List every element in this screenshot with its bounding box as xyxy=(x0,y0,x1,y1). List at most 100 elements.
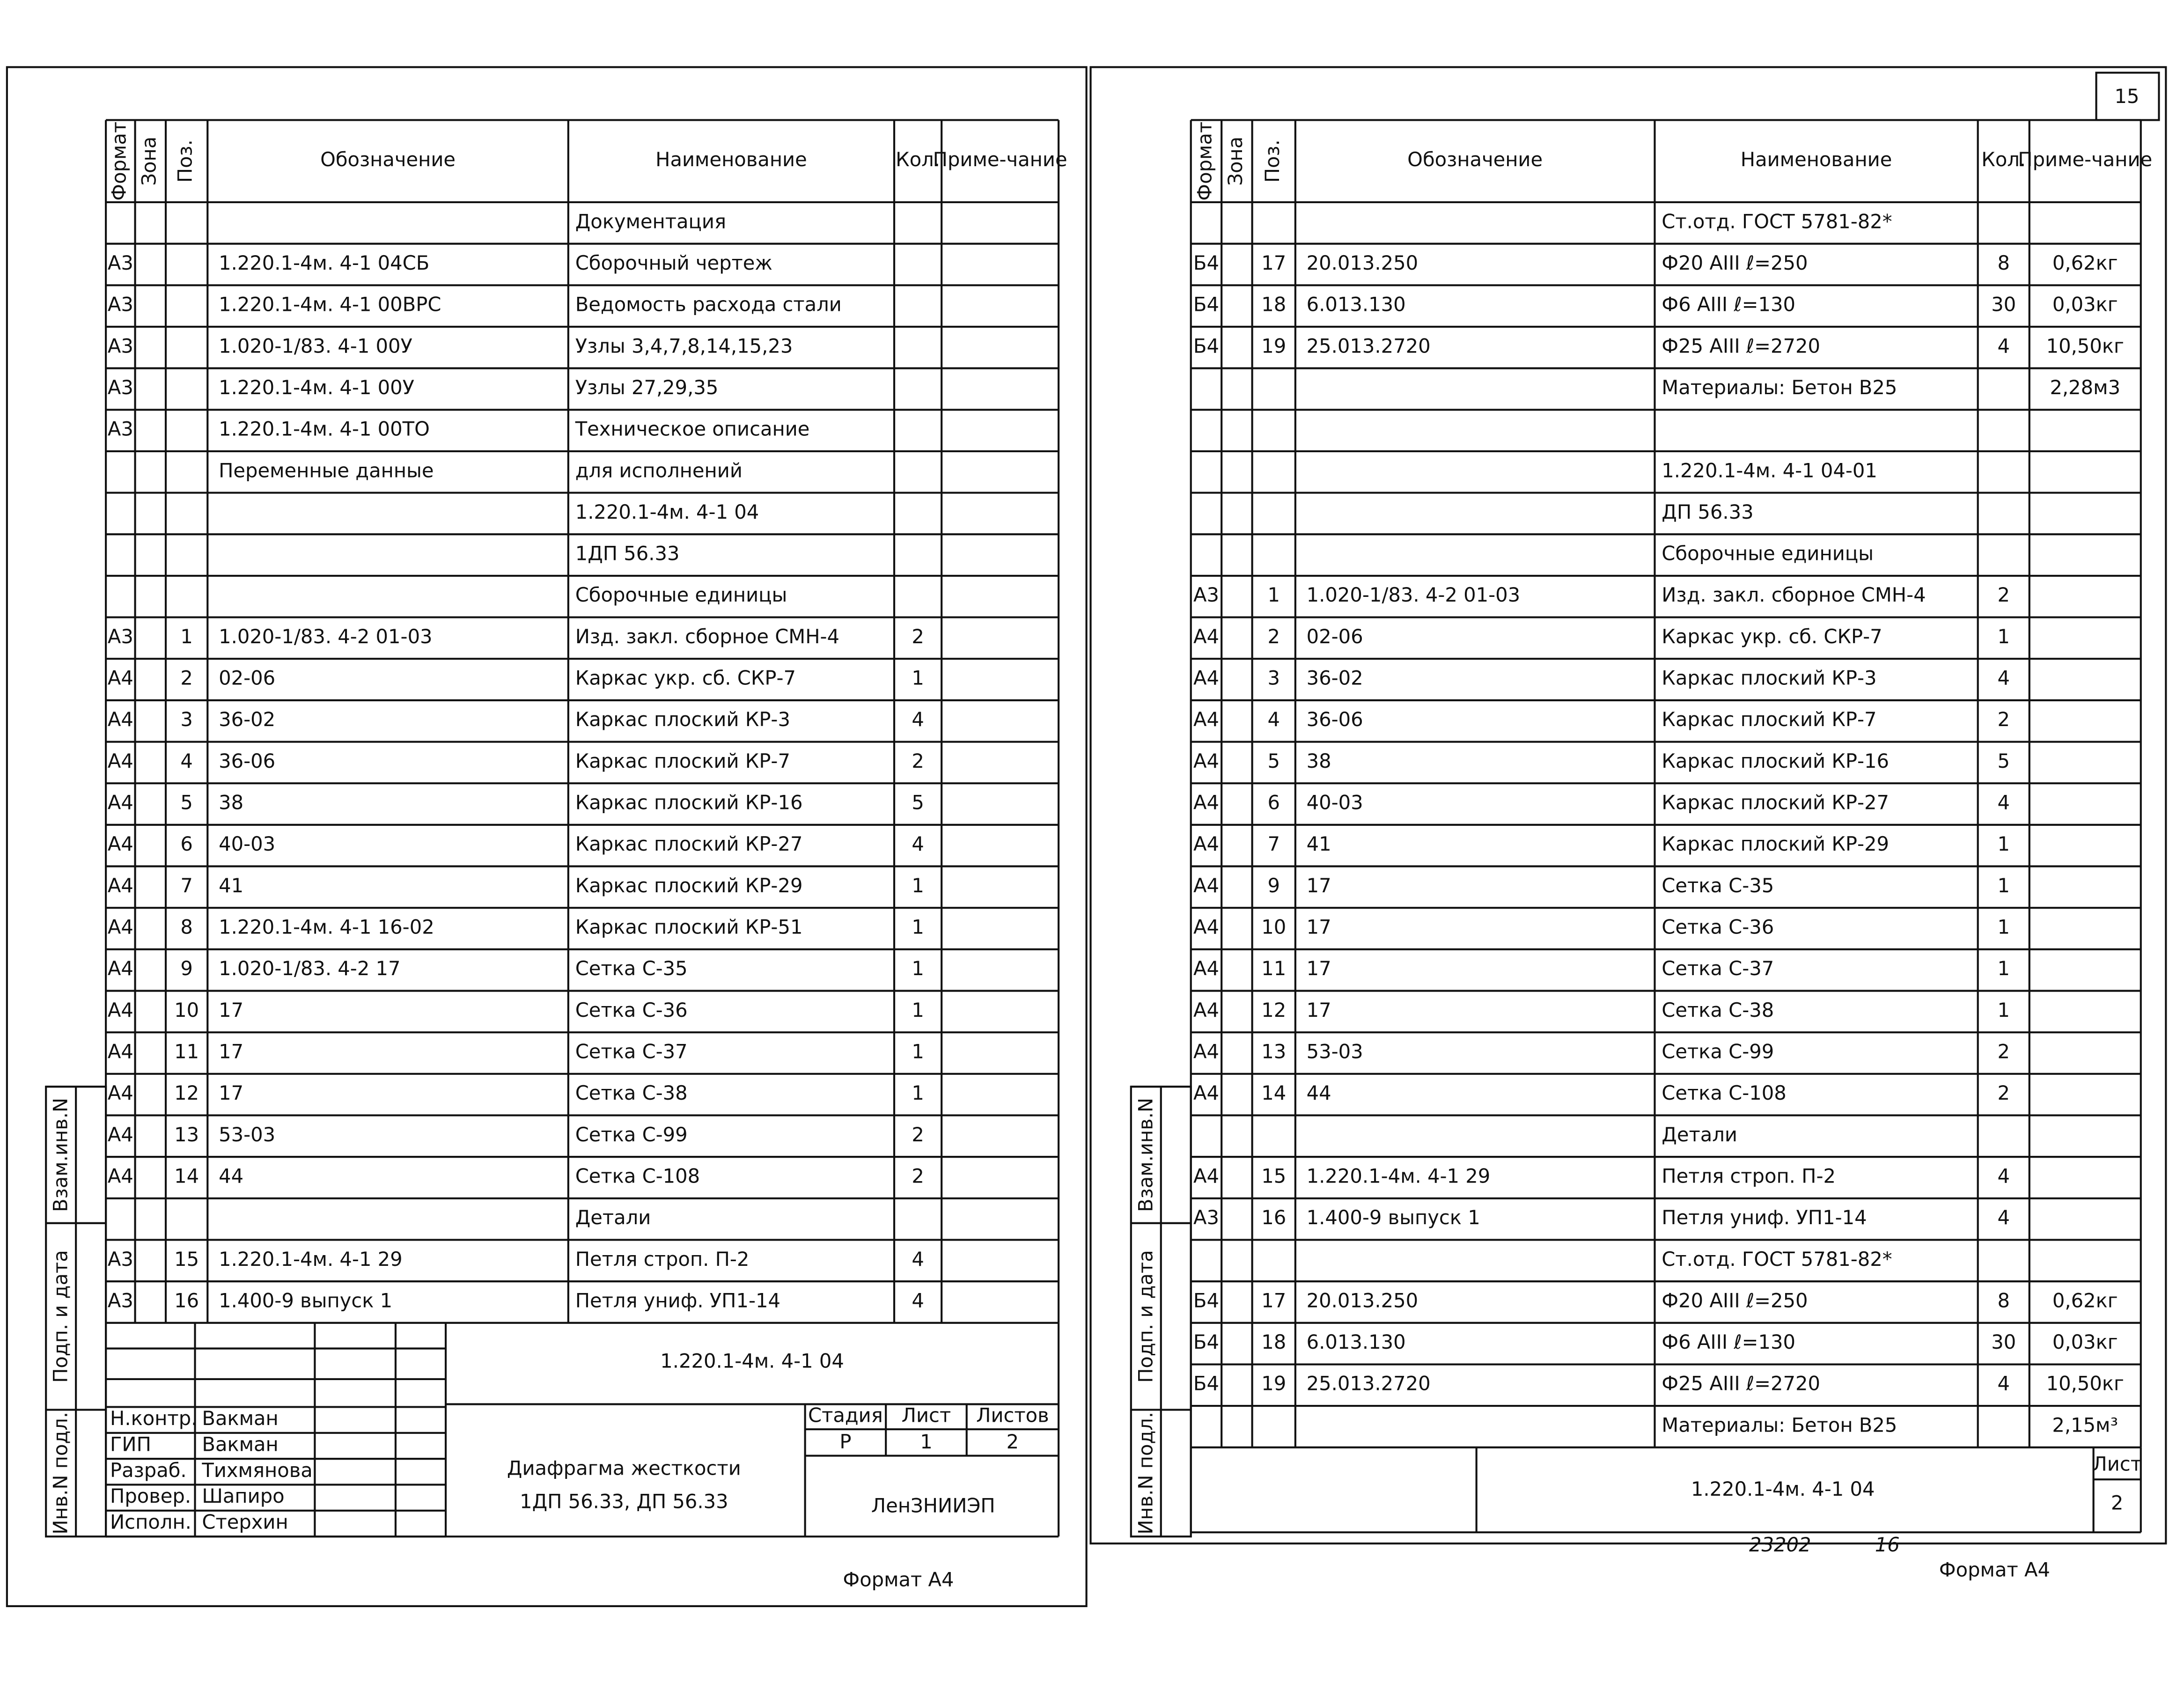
cell-text: 2 xyxy=(912,1123,924,1146)
cell-text: Сетка С-35 xyxy=(575,957,688,980)
cell-text: Ф6 АIII ℓ=130 xyxy=(1662,1330,1795,1353)
cell-text: 30 xyxy=(1991,1330,2016,1353)
cell-text: Каркас плоский КР-3 xyxy=(575,708,790,731)
cell-text: Петля строп. П-2 xyxy=(575,1248,750,1271)
format-label: Формат А4 xyxy=(1939,1558,2050,1581)
column-header: Обозначение xyxy=(320,148,456,171)
cell-text: 14 xyxy=(1261,1081,1286,1104)
cell-text: А3 xyxy=(1193,1206,1219,1229)
cell-text: 1.220.1-4м. 4-1 00ТО xyxy=(219,418,430,441)
cell-text: Б4 xyxy=(1193,1289,1219,1312)
cell-text: 4 xyxy=(1268,708,1280,731)
stamp-role: Н.контр. xyxy=(110,1407,197,1430)
cell-text: 2 xyxy=(912,625,924,648)
cell-text: 2,15м³ xyxy=(2052,1413,2118,1436)
cell-text: А4 xyxy=(1193,832,1219,855)
cell-text: 1.220.1-4м. 4-1 04СБ xyxy=(219,251,429,274)
cell-text: 36-06 xyxy=(219,749,275,772)
cell-text: 5 xyxy=(1268,749,1280,772)
stamp-value: Р xyxy=(839,1430,851,1453)
column-header: Зона xyxy=(137,137,160,186)
cell-text: А4 xyxy=(1193,1164,1219,1187)
stamp-name: Вакман xyxy=(202,1433,278,1455)
page-number: 15 xyxy=(2115,85,2140,108)
cell-text: 15 xyxy=(174,1248,199,1271)
cell-text: 0,03кг xyxy=(2052,1330,2118,1353)
cell-text: А4 xyxy=(1193,667,1219,690)
cell-text: Ст.отд. ГОСТ 5781-82* xyxy=(1662,1248,1892,1271)
cell-text: Каркас укр. сб. СКР-7 xyxy=(1662,625,1882,648)
cell-text: Петля строп. П-2 xyxy=(1662,1164,1836,1187)
cell-text: Сетка С-36 xyxy=(575,999,688,1021)
stamp-name: Тихмянова xyxy=(201,1459,312,1482)
cell-text: 0,62кг xyxy=(2052,1289,2118,1312)
column-header: Поз. xyxy=(174,140,197,183)
cell-text: Каркас плоский КР-51 xyxy=(575,916,803,939)
cell-text: Сетка С-108 xyxy=(1662,1081,1786,1104)
cell-text: 17 xyxy=(1307,874,1331,897)
cell-text: Узлы 27,29,35 xyxy=(575,376,719,399)
stamp-name: Стерхин xyxy=(202,1510,288,1533)
cell-text: А4 xyxy=(1193,749,1219,772)
cell-text: А3 xyxy=(108,376,133,399)
cell-text: А4 xyxy=(108,1040,133,1063)
cell-text: А4 xyxy=(1193,957,1219,980)
column-header: Зона xyxy=(1224,137,1247,186)
cell-text: А4 xyxy=(1193,791,1219,814)
column-header: Кол. xyxy=(896,148,940,171)
cell-text: Каркас плоский КР-29 xyxy=(1662,832,1889,855)
cell-text: 0,62кг xyxy=(2052,251,2118,274)
cell-text: 16 xyxy=(174,1289,199,1312)
cell-text: 20.013.250 xyxy=(1307,251,1418,274)
cell-text: 25.013.2720 xyxy=(1307,1372,1431,1395)
cell-text: А4 xyxy=(108,1081,133,1104)
cell-text: 1 xyxy=(912,667,924,690)
stamp-value: 1 xyxy=(920,1430,933,1453)
cell-text: 2 xyxy=(1997,1040,2010,1063)
cell-text: 0,03кг xyxy=(2052,293,2118,316)
cell-text: Каркас укр. сб. СКР-7 xyxy=(575,667,796,690)
column-header: Наименование xyxy=(655,148,807,171)
cell-text: 1 xyxy=(912,957,924,980)
cell-text: 38 xyxy=(219,791,243,814)
cell-text: Сетка С-37 xyxy=(1662,957,1774,980)
cell-text: 9 xyxy=(1268,874,1280,897)
cell-text: 36-06 xyxy=(1307,708,1363,731)
cell-text: Каркас плоский КР-16 xyxy=(1662,749,1889,772)
cell-text: А4 xyxy=(1193,874,1219,897)
side-stamp-label: Инв.N подл. xyxy=(49,1412,72,1535)
cell-text: 7 xyxy=(1268,832,1280,855)
cell-text: А3 xyxy=(108,1289,133,1312)
cell-text: 2 xyxy=(912,749,924,772)
cell-text: 8 xyxy=(180,916,193,939)
cell-text: 2 xyxy=(1997,1081,2010,1104)
cell-text: А4 xyxy=(108,957,133,980)
cell-text: для исполнений xyxy=(575,459,743,482)
cell-text: 4 xyxy=(912,832,924,855)
cell-text: 10,50кг xyxy=(2046,334,2124,357)
cell-text: 1 xyxy=(1997,957,2010,980)
cell-text: А3 xyxy=(108,1248,133,1271)
cell-text: Ф25 АIII ℓ=2720 xyxy=(1662,1372,1820,1395)
cell-text: А3 xyxy=(108,334,133,357)
cell-text: Каркас плоский КР-29 xyxy=(575,874,803,897)
cell-text: 2 xyxy=(1997,583,2010,606)
cell-text: 1.020-1/83. 4-1 00У xyxy=(219,334,412,357)
cell-text: 2 xyxy=(1268,625,1280,648)
cell-text: 18 xyxy=(1261,1330,1286,1353)
cell-text: 8 xyxy=(1997,1289,2010,1312)
cell-text: 4 xyxy=(1997,1206,2010,1229)
cell-text: 53-03 xyxy=(1307,1040,1363,1063)
cell-text: 30 xyxy=(1991,293,2016,316)
cell-text: 6.013.130 xyxy=(1307,293,1406,316)
cell-text: 17 xyxy=(1261,251,1286,274)
cell-text: А3 xyxy=(108,251,133,274)
cell-text: А4 xyxy=(108,874,133,897)
cell-text: 1 xyxy=(1997,999,2010,1021)
cell-text: 6 xyxy=(1268,791,1280,814)
cell-text: 40-03 xyxy=(219,832,275,855)
cell-text: 17 xyxy=(1307,957,1331,980)
cell-text: Документация xyxy=(575,210,726,233)
cell-text: 19 xyxy=(1261,334,1286,357)
cell-text: Ф6 АIII ℓ=130 xyxy=(1662,293,1795,316)
